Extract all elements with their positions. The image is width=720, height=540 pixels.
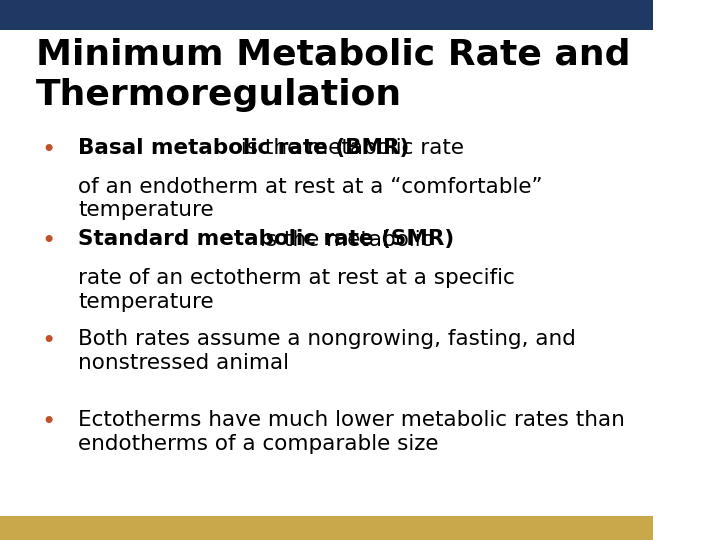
Text: •: • [42,329,56,353]
Text: •: • [42,230,56,253]
Text: Ectotherms have much lower metabolic rates than
endotherms of a comparable size: Ectotherms have much lower metabolic rat… [78,410,625,454]
Text: Minimum Metabolic Rate and: Minimum Metabolic Rate and [36,38,631,72]
Text: •: • [42,410,56,434]
FancyBboxPatch shape [0,0,653,30]
Text: is the metabolic rate: is the metabolic rate [235,138,464,158]
Text: Basal metabolic rate (BMR): Basal metabolic rate (BMR) [78,138,410,158]
Text: is the metabolic: is the metabolic [253,230,432,249]
Text: of an endotherm at rest at a “comfortable”
temperature: of an endotherm at rest at a “comfortabl… [78,177,543,220]
Text: © 2011 Pearson Education, Inc.: © 2011 Pearson Education, Inc. [36,523,235,536]
Text: •: • [42,138,56,161]
Text: Both rates assume a nongrowing, fasting, and
nonstressed animal: Both rates assume a nongrowing, fasting,… [78,329,576,373]
Text: Thermoregulation: Thermoregulation [36,78,402,112]
Text: Standard metabolic rate (SMR): Standard metabolic rate (SMR) [78,230,454,249]
Text: rate of an ectotherm at rest at a specific
temperature: rate of an ectotherm at rest at a specif… [78,268,515,312]
FancyBboxPatch shape [0,516,653,540]
